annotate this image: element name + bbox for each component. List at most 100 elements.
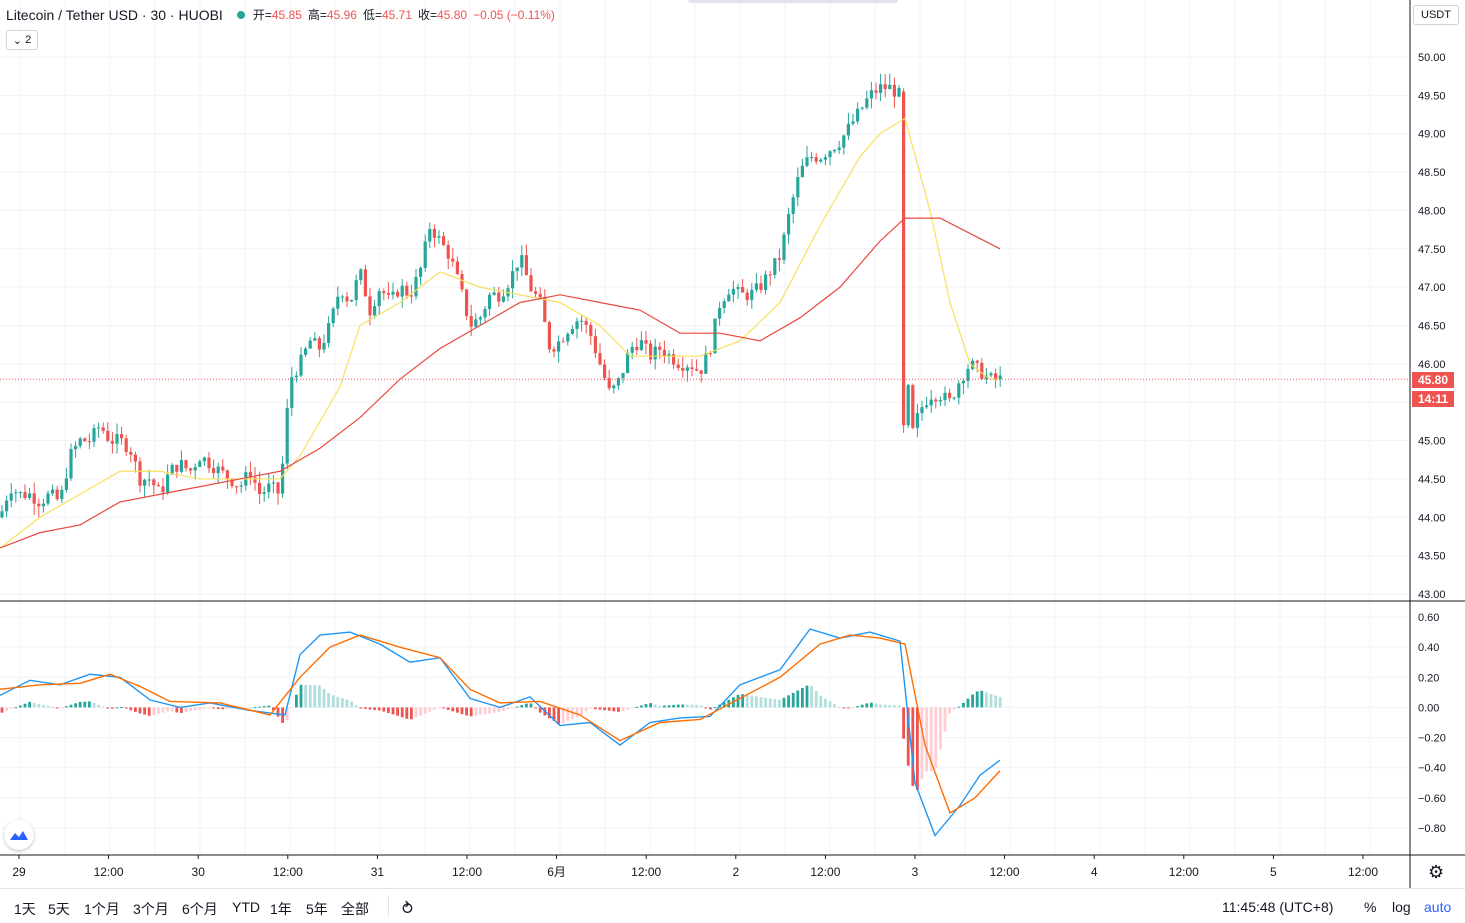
macd-histogram-bar (368, 707, 372, 710)
candle-body (106, 430, 110, 441)
price-tick-label: 43.00 (1418, 589, 1446, 601)
range-3m-button[interactable]: 3个月 (133, 901, 169, 917)
candle-body (442, 236, 446, 246)
range-5d-button[interactable]: 5天 (48, 901, 70, 917)
candle-body (179, 460, 183, 472)
macd-histogram-bar (405, 707, 409, 719)
macd-histogram-bar (957, 706, 961, 708)
macd-histogram-bar (37, 704, 41, 708)
candle-body (676, 364, 680, 369)
macd-histogram-bar (962, 702, 965, 708)
settings-gear-icon[interactable]: ⚙ (1428, 862, 1445, 882)
range-1y-button[interactable]: 1年 (270, 901, 292, 917)
candle-body (55, 489, 59, 500)
candle-body (598, 353, 602, 365)
candle-body (216, 466, 220, 474)
top-drag-tab[interactable] (688, 0, 898, 3)
candle-body (754, 283, 758, 290)
macd-histogram-bar (354, 705, 358, 708)
range-ytd-button[interactable]: YTD (232, 899, 260, 915)
candle-body (814, 157, 818, 162)
indicators-collapse-button[interactable]: ⌄ 2 (6, 30, 38, 50)
macd-histogram-bar (635, 706, 639, 708)
macd-histogram-bar (580, 707, 583, 715)
macd-histogram-bar (92, 703, 96, 708)
candle-body (681, 368, 685, 371)
symbol-legend: Litecoin / Tether USD · 30 · HUOBI 开=45.… (6, 6, 561, 23)
candle-body (515, 267, 519, 272)
log-toggle[interactable]: log (1392, 899, 1411, 915)
macd-histogram-bar (534, 707, 537, 709)
macd-histogram-bar (341, 698, 344, 708)
price-tick-label: 46.50 (1418, 321, 1446, 333)
candle-body (225, 470, 229, 479)
range-6m-button[interactable]: 6个月 (182, 901, 218, 917)
macd-histogram-bar (994, 695, 997, 708)
price-tick-label: 49.00 (1418, 129, 1446, 141)
macd-histogram-bar (28, 701, 31, 708)
macd-histogram-bar (304, 684, 307, 708)
go-to-date-icon[interactable]: ⥁ (402, 901, 413, 918)
range-1d-button[interactable]: 1天 (14, 901, 36, 917)
macd-histogram-bar (515, 706, 519, 708)
macd-histogram-bar (55, 707, 59, 709)
macd-histogram-bar (690, 704, 694, 708)
candle-body (327, 323, 331, 343)
toolbar-divider (388, 895, 389, 917)
bottom-toolbar: 1天 5天 1个月 3个月 6个月 YTD 1年 5年 全部 ⥁ 11:45:4… (0, 888, 1465, 923)
candle-body (124, 438, 128, 452)
candle-body (405, 285, 409, 296)
tradingview-logo-icon[interactable] (4, 820, 34, 850)
range-all-button[interactable]: 全部 (341, 901, 369, 917)
candle-body (23, 492, 27, 498)
range-1m-button[interactable]: 1个月 (84, 901, 120, 917)
symbol-title[interactable]: Litecoin / Tether USD · 30 · HUOBI (6, 6, 223, 23)
candle-body (764, 274, 768, 291)
candle-body (9, 493, 13, 501)
macd-histogram-bar (446, 707, 450, 710)
candle-body (934, 399, 938, 402)
macd-histogram-bar (42, 705, 45, 708)
macd-histogram-bar (203, 707, 206, 709)
macd-histogram-bar (966, 698, 970, 708)
candle-body (787, 214, 791, 235)
price-tick-label: 48.00 (1418, 205, 1446, 217)
candle-body (580, 320, 584, 322)
candle-body (768, 274, 772, 276)
macd-histogram-bar (847, 707, 850, 709)
macd-histogram-bar (423, 707, 427, 714)
macd-histogram-bar (828, 701, 832, 708)
macd-histogram-bar (810, 685, 813, 708)
candle-body (888, 84, 892, 90)
candle-body (773, 258, 777, 275)
macd-histogram-bar (952, 707, 956, 710)
auto-scale-toggle[interactable]: auto (1424, 899, 1452, 915)
macd-histogram-bar (975, 691, 979, 708)
candle-body (262, 492, 266, 494)
clock-readout[interactable]: 11:45:48 (UTC+8) (1222, 899, 1334, 915)
candle-body (373, 306, 377, 316)
macd-histogram-bar (147, 707, 151, 716)
candle-body (731, 288, 735, 295)
candle-body (529, 275, 533, 292)
percent-toggle[interactable]: % (1364, 899, 1377, 915)
macd-histogram-bar (548, 707, 551, 719)
candle-body (267, 483, 271, 493)
candle-body (469, 315, 473, 327)
candle-body (796, 177, 800, 198)
candle-body (911, 385, 915, 428)
macd-histogram-bar (948, 707, 951, 714)
candle-body (883, 84, 887, 90)
macd-histogram-bar (506, 707, 510, 710)
macd-histogram-bar (644, 704, 648, 708)
range-5y-button[interactable]: 5年 (306, 901, 328, 917)
candle-body (906, 385, 910, 426)
bar-countdown-tag: 14:11 (1412, 391, 1454, 407)
time-tick-label: 30 (192, 865, 206, 879)
macd-tick-label: 0.20 (1418, 672, 1439, 684)
candle-body (616, 378, 620, 386)
currency-label[interactable]: USDT (1413, 5, 1459, 25)
macd-histogram-bar (456, 707, 459, 713)
